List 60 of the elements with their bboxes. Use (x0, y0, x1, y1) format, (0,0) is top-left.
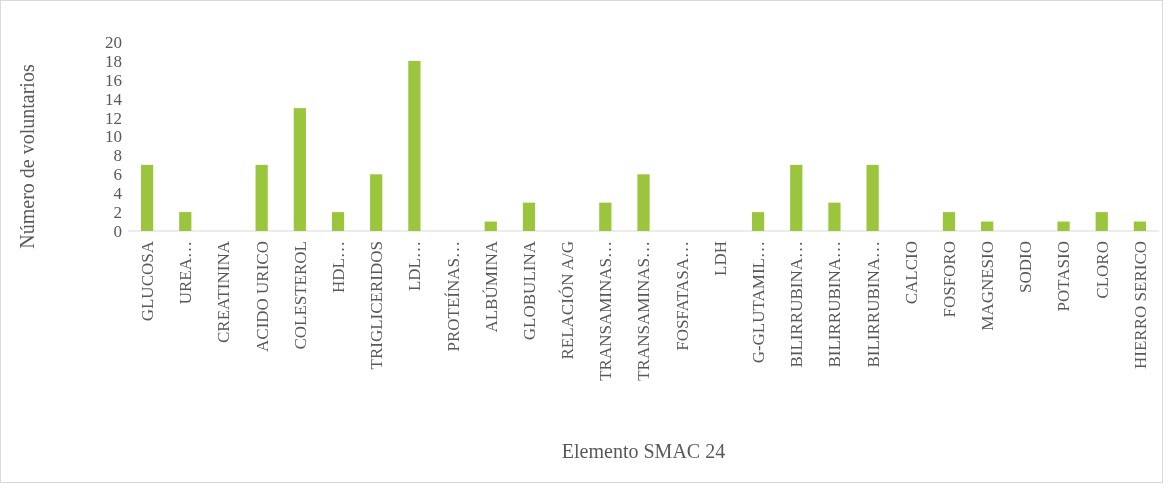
bar (790, 164, 803, 231)
bar (179, 212, 192, 231)
bar (751, 212, 765, 231)
bar (255, 164, 268, 231)
x-tick-label: SODIO (1016, 241, 1036, 293)
x-tick-label: GLUCOSA (138, 240, 158, 322)
x-axis-title: Elemento SMAC 24 (561, 440, 726, 462)
bar (370, 174, 383, 231)
bar (408, 60, 421, 231)
x-tick-label: PROTEÍNAS… (443, 241, 463, 352)
x-tick-label: CREATININA (214, 240, 234, 343)
x-tick-label: POTASIO (1054, 241, 1074, 312)
y-tick-label: 8 (113, 146, 122, 166)
x-tick-label: BILIRRUBINA… (787, 241, 807, 368)
x-tick-label: UREA… (176, 241, 196, 305)
bar (828, 202, 841, 231)
x-tick-label: HIERRO SERICO (1130, 241, 1150, 369)
x-tick-label: G-GLUTAMIL… (749, 241, 769, 364)
x-tick-label: MAGNESIO (978, 241, 998, 331)
x-tick-label: TRIGLICERIDOS (367, 241, 387, 370)
bar (637, 174, 650, 231)
bar (293, 108, 306, 231)
bar (1133, 221, 1147, 231)
x-tick-label: TRANSAMINAS… (634, 241, 654, 381)
x-tick-label: HDL… (328, 241, 348, 293)
bar (866, 164, 879, 231)
y-tick-label: 18 (105, 51, 122, 71)
y-tick-label: 0 (113, 221, 122, 241)
x-tick-label: BILIRRUBINA… (825, 241, 845, 368)
bar (1095, 212, 1108, 231)
x-tick-label: LDH (710, 241, 730, 276)
bar (599, 202, 612, 231)
y-tick-label: 14 (105, 89, 123, 109)
bar (484, 221, 497, 231)
x-tick-label: FOSFORO (939, 241, 959, 318)
y-tick-label: 12 (105, 108, 122, 128)
x-tick-label: ALBÚMINA (481, 240, 501, 333)
y-tick-label: 16 (105, 70, 122, 90)
y-tick-label: 4 (113, 184, 123, 204)
bar (981, 221, 994, 231)
bar (942, 212, 956, 231)
bar (522, 202, 536, 231)
x-tick-label: COLESTEROL (290, 241, 310, 350)
x-tick-label: CLORO (1092, 241, 1112, 299)
y-tick-label: 2 (113, 203, 122, 223)
x-tick-label: ACIDO URICO (252, 241, 272, 352)
y-tick-label: 10 (105, 127, 122, 147)
x-tick-label: LDL… (405, 241, 425, 292)
bar (140, 164, 154, 231)
x-tick-label: TRANSAMINAS… (596, 241, 616, 381)
x-tick-label: FOSFATASA… (672, 241, 692, 351)
bar (1057, 221, 1070, 231)
x-tick-label: GLOBULINA (519, 240, 539, 341)
x-tick-label: BILIRRUBINA… (863, 241, 883, 368)
x-tick-label: RELACIÓN A/G (558, 241, 578, 360)
x-tick-label: CALCIO (901, 241, 921, 305)
bar (331, 212, 345, 231)
y-axis-title: Número de voluntarios (16, 64, 38, 249)
y-tick-label: 6 (113, 165, 122, 185)
y-tick-label: 20 (105, 32, 122, 52)
